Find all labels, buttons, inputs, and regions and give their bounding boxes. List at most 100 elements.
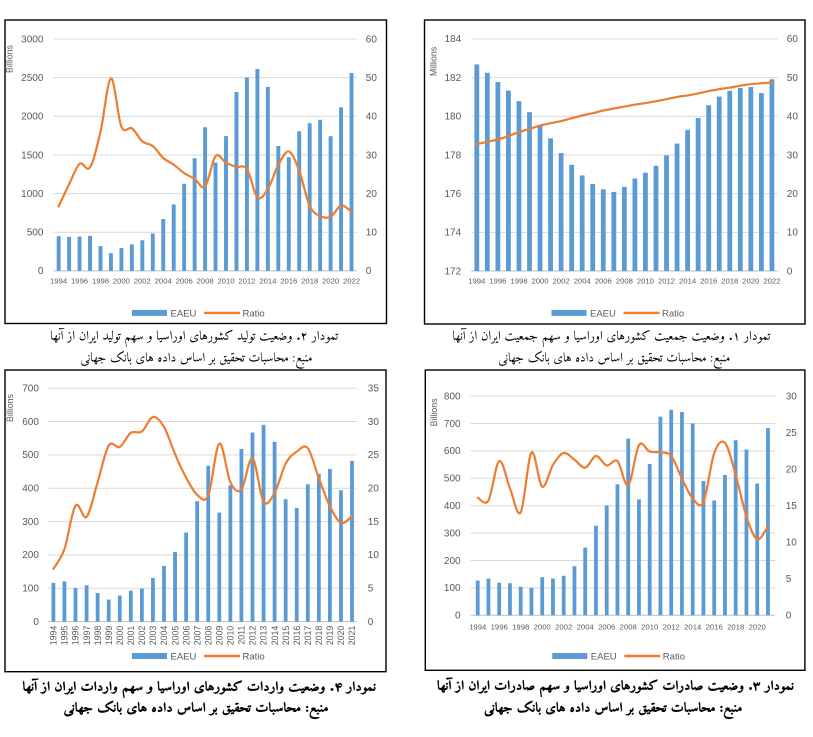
svg-text:1999: 1999 <box>104 626 114 646</box>
svg-text:2006: 2006 <box>598 622 615 631</box>
svg-text:0: 0 <box>455 611 461 622</box>
svg-text:1996: 1996 <box>489 276 506 285</box>
svg-text:2008: 2008 <box>620 622 637 631</box>
svg-text:10: 10 <box>368 550 380 561</box>
svg-text:10: 10 <box>787 228 799 239</box>
svg-text:500: 500 <box>27 228 44 239</box>
svg-text:2000: 2000 <box>534 622 551 631</box>
svg-text:1996: 1996 <box>71 626 81 646</box>
svg-text:2004: 2004 <box>574 276 592 285</box>
svg-text:5: 5 <box>786 574 792 585</box>
svg-text:2019: 2019 <box>325 626 335 646</box>
svg-text:2002: 2002 <box>134 276 151 285</box>
svg-text:500: 500 <box>444 474 461 485</box>
svg-text:2014: 2014 <box>684 622 702 631</box>
svg-text:1998: 1998 <box>510 276 527 285</box>
svg-text:EAEU: EAEU <box>591 651 617 662</box>
svg-text:Billions: Billions <box>5 393 15 421</box>
svg-text:40: 40 <box>366 112 378 123</box>
svg-text:2009: 2009 <box>215 626 225 646</box>
svg-text:2008: 2008 <box>203 626 213 646</box>
svg-text:2012: 2012 <box>248 626 258 646</box>
svg-text:Billions: Billions <box>429 398 439 426</box>
svg-text:2001: 2001 <box>126 626 136 646</box>
svg-text:100: 100 <box>22 584 39 595</box>
svg-text:400: 400 <box>444 501 461 512</box>
svg-text:500: 500 <box>22 450 39 461</box>
svg-text:1998: 1998 <box>93 626 103 646</box>
svg-text:1997: 1997 <box>82 626 92 646</box>
svg-text:2014: 2014 <box>679 276 697 285</box>
svg-text:1998: 1998 <box>512 622 529 631</box>
svg-text:1996: 1996 <box>71 276 88 285</box>
svg-text:2000: 2000 <box>531 276 548 285</box>
svg-text:1000: 1000 <box>21 189 44 200</box>
svg-text:700: 700 <box>444 419 461 430</box>
svg-text:2012: 2012 <box>663 622 680 631</box>
svg-text:20: 20 <box>787 189 799 200</box>
svg-text:2014: 2014 <box>270 626 280 646</box>
svg-text:2012: 2012 <box>658 276 675 285</box>
svg-text:30: 30 <box>366 150 378 161</box>
svg-text:5: 5 <box>368 584 374 595</box>
svg-text:Ratio: Ratio <box>662 308 684 319</box>
svg-text:2011: 2011 <box>237 626 247 645</box>
svg-text:1996: 1996 <box>491 622 508 631</box>
svg-text:2020: 2020 <box>749 622 766 631</box>
svg-text:2013: 2013 <box>259 626 269 646</box>
svg-text:2010: 2010 <box>217 276 234 285</box>
svg-text:1995: 1995 <box>60 626 70 646</box>
svg-text:200: 200 <box>22 550 39 561</box>
svg-text:100: 100 <box>444 583 461 594</box>
svg-text:15: 15 <box>786 501 798 512</box>
svg-text:2006: 2006 <box>181 626 191 646</box>
svg-text:2003: 2003 <box>148 626 158 646</box>
svg-text:400: 400 <box>22 484 39 495</box>
svg-text:2016: 2016 <box>280 276 297 285</box>
svg-text:2018: 2018 <box>301 276 318 285</box>
svg-text:50: 50 <box>787 73 799 84</box>
svg-text:40: 40 <box>787 112 799 123</box>
svg-text:25: 25 <box>786 428 798 439</box>
svg-text:20: 20 <box>366 189 378 200</box>
svg-text:0: 0 <box>786 611 792 622</box>
svg-text:2016: 2016 <box>292 626 302 646</box>
svg-text:700: 700 <box>22 384 39 395</box>
svg-text:2004: 2004 <box>577 622 595 631</box>
svg-text:35: 35 <box>368 384 380 395</box>
svg-text:2018: 2018 <box>721 276 738 285</box>
svg-text:2010: 2010 <box>226 626 236 646</box>
svg-text:2018: 2018 <box>727 622 744 631</box>
svg-text:2020: 2020 <box>336 626 346 646</box>
svg-text:174: 174 <box>445 228 462 239</box>
svg-text:60: 60 <box>787 34 799 45</box>
svg-text:0: 0 <box>368 617 374 628</box>
svg-text:2017: 2017 <box>303 626 313 646</box>
svg-text:50: 50 <box>366 73 378 84</box>
svg-text:1994: 1994 <box>468 276 486 285</box>
svg-text:20: 20 <box>368 484 380 495</box>
svg-text:2020: 2020 <box>742 276 759 285</box>
svg-text:2004: 2004 <box>155 276 173 285</box>
svg-text:2021: 2021 <box>347 626 357 646</box>
svg-text:2500: 2500 <box>21 73 44 84</box>
svg-text:2016: 2016 <box>706 622 723 631</box>
svg-text:3000: 3000 <box>21 34 44 45</box>
svg-text:0: 0 <box>787 266 793 277</box>
svg-text:EAEU: EAEU <box>590 308 616 319</box>
svg-text:176: 176 <box>445 189 462 200</box>
svg-text:2007: 2007 <box>192 626 202 646</box>
svg-text:Ratio: Ratio <box>663 651 685 662</box>
svg-text:Ratio: Ratio <box>243 651 265 662</box>
svg-text:10: 10 <box>366 228 378 239</box>
svg-text:30: 30 <box>787 150 799 161</box>
svg-text:2018: 2018 <box>314 626 324 646</box>
svg-text:2015: 2015 <box>281 626 291 646</box>
svg-text:60: 60 <box>366 34 378 45</box>
svg-text:2010: 2010 <box>637 276 654 285</box>
svg-text:EAEU: EAEU <box>171 308 197 319</box>
svg-text:0: 0 <box>366 266 372 277</box>
svg-text:182: 182 <box>445 73 462 84</box>
svg-text:1500: 1500 <box>21 150 44 161</box>
svg-text:172: 172 <box>445 266 462 277</box>
